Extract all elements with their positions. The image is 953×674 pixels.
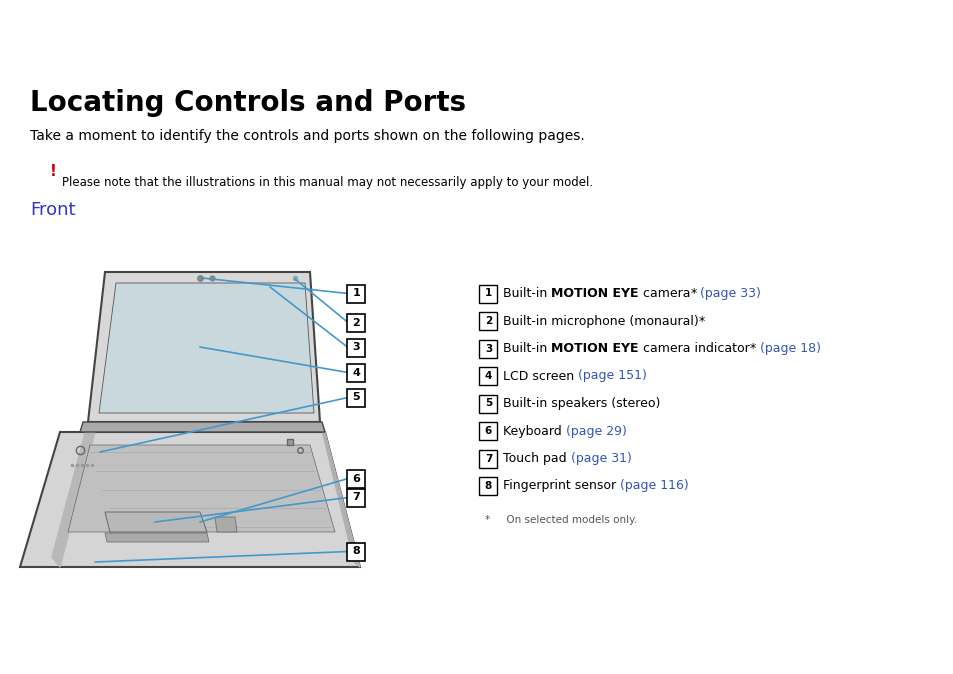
FancyBboxPatch shape bbox=[347, 388, 365, 406]
Text: *: * bbox=[690, 287, 696, 300]
Text: 8: 8 bbox=[353, 547, 360, 557]
Text: Locating Controls and Ports: Locating Controls and Ports bbox=[30, 89, 466, 117]
Text: 7: 7 bbox=[484, 454, 492, 464]
Polygon shape bbox=[319, 422, 359, 567]
FancyBboxPatch shape bbox=[347, 489, 365, 506]
Polygon shape bbox=[52, 422, 95, 567]
FancyBboxPatch shape bbox=[347, 284, 365, 303]
Text: 1: 1 bbox=[484, 288, 492, 299]
Polygon shape bbox=[105, 533, 209, 542]
Text: *: * bbox=[749, 342, 755, 355]
FancyBboxPatch shape bbox=[347, 313, 365, 332]
Text: Built-in: Built-in bbox=[502, 287, 551, 300]
FancyBboxPatch shape bbox=[479, 394, 497, 412]
Text: Touch pad: Touch pad bbox=[502, 452, 570, 465]
Text: 4: 4 bbox=[353, 367, 360, 377]
FancyBboxPatch shape bbox=[479, 422, 497, 440]
Text: 5: 5 bbox=[484, 398, 492, 408]
Text: ∨AIO: ∨AIO bbox=[18, 18, 88, 42]
Text: 1: 1 bbox=[353, 288, 360, 299]
Text: 6: 6 bbox=[484, 426, 492, 436]
Text: Take a moment to identify the controls and ports shown on the following pages.: Take a moment to identify the controls a… bbox=[30, 129, 584, 143]
Text: MOTION EYE: MOTION EYE bbox=[551, 342, 639, 355]
Polygon shape bbox=[68, 445, 335, 532]
Text: *: * bbox=[698, 315, 704, 328]
Text: 5: 5 bbox=[353, 392, 360, 402]
FancyBboxPatch shape bbox=[479, 312, 497, 330]
Text: *     On selected models only.: * On selected models only. bbox=[484, 515, 637, 525]
Polygon shape bbox=[214, 517, 236, 532]
Text: (page 33): (page 33) bbox=[696, 287, 760, 300]
Text: 8: 8 bbox=[484, 481, 492, 491]
Text: 3: 3 bbox=[353, 342, 360, 353]
Text: ◄ 12 ►: ◄ 12 ► bbox=[890, 11, 928, 21]
FancyBboxPatch shape bbox=[479, 284, 497, 303]
Text: (page 18): (page 18) bbox=[755, 342, 820, 355]
Text: 2: 2 bbox=[484, 316, 492, 326]
Text: Built-in speakers (stereo): Built-in speakers (stereo) bbox=[502, 397, 659, 410]
Polygon shape bbox=[88, 272, 319, 422]
Text: (page 31): (page 31) bbox=[570, 452, 631, 465]
Text: 4: 4 bbox=[484, 371, 492, 381]
FancyBboxPatch shape bbox=[479, 367, 497, 385]
Polygon shape bbox=[99, 283, 314, 413]
Text: 7: 7 bbox=[353, 493, 360, 503]
Text: MOTION EYE: MOTION EYE bbox=[551, 287, 639, 300]
Text: LCD screen: LCD screen bbox=[502, 369, 578, 383]
FancyBboxPatch shape bbox=[479, 340, 497, 357]
Text: camera indicator: camera indicator bbox=[639, 342, 749, 355]
FancyBboxPatch shape bbox=[347, 543, 365, 561]
Text: Fingerprint sensor: Fingerprint sensor bbox=[502, 479, 619, 493]
Text: Built-in: Built-in bbox=[502, 342, 551, 355]
FancyBboxPatch shape bbox=[479, 477, 497, 495]
Text: 6: 6 bbox=[353, 474, 360, 483]
Text: camera: camera bbox=[639, 287, 690, 300]
Text: (page 29): (page 29) bbox=[565, 425, 626, 437]
Text: 2: 2 bbox=[353, 317, 360, 328]
FancyBboxPatch shape bbox=[347, 363, 365, 381]
Text: Front: Front bbox=[30, 201, 75, 219]
Text: !: ! bbox=[50, 164, 57, 179]
Text: Built-in microphone (monaural): Built-in microphone (monaural) bbox=[502, 315, 698, 328]
Polygon shape bbox=[80, 422, 325, 432]
Text: Keyboard: Keyboard bbox=[502, 425, 565, 437]
FancyBboxPatch shape bbox=[347, 470, 365, 487]
FancyBboxPatch shape bbox=[479, 450, 497, 468]
FancyBboxPatch shape bbox=[347, 338, 365, 357]
Text: Please note that the illustrations in this manual may not necessarily apply to y: Please note that the illustrations in th… bbox=[62, 176, 593, 189]
Polygon shape bbox=[20, 432, 359, 567]
Text: 3: 3 bbox=[484, 344, 492, 353]
Text: (page 116): (page 116) bbox=[619, 479, 688, 493]
Text: Getting Started: Getting Started bbox=[861, 36, 953, 46]
Polygon shape bbox=[105, 512, 207, 532]
Text: (page 151): (page 151) bbox=[578, 369, 646, 383]
